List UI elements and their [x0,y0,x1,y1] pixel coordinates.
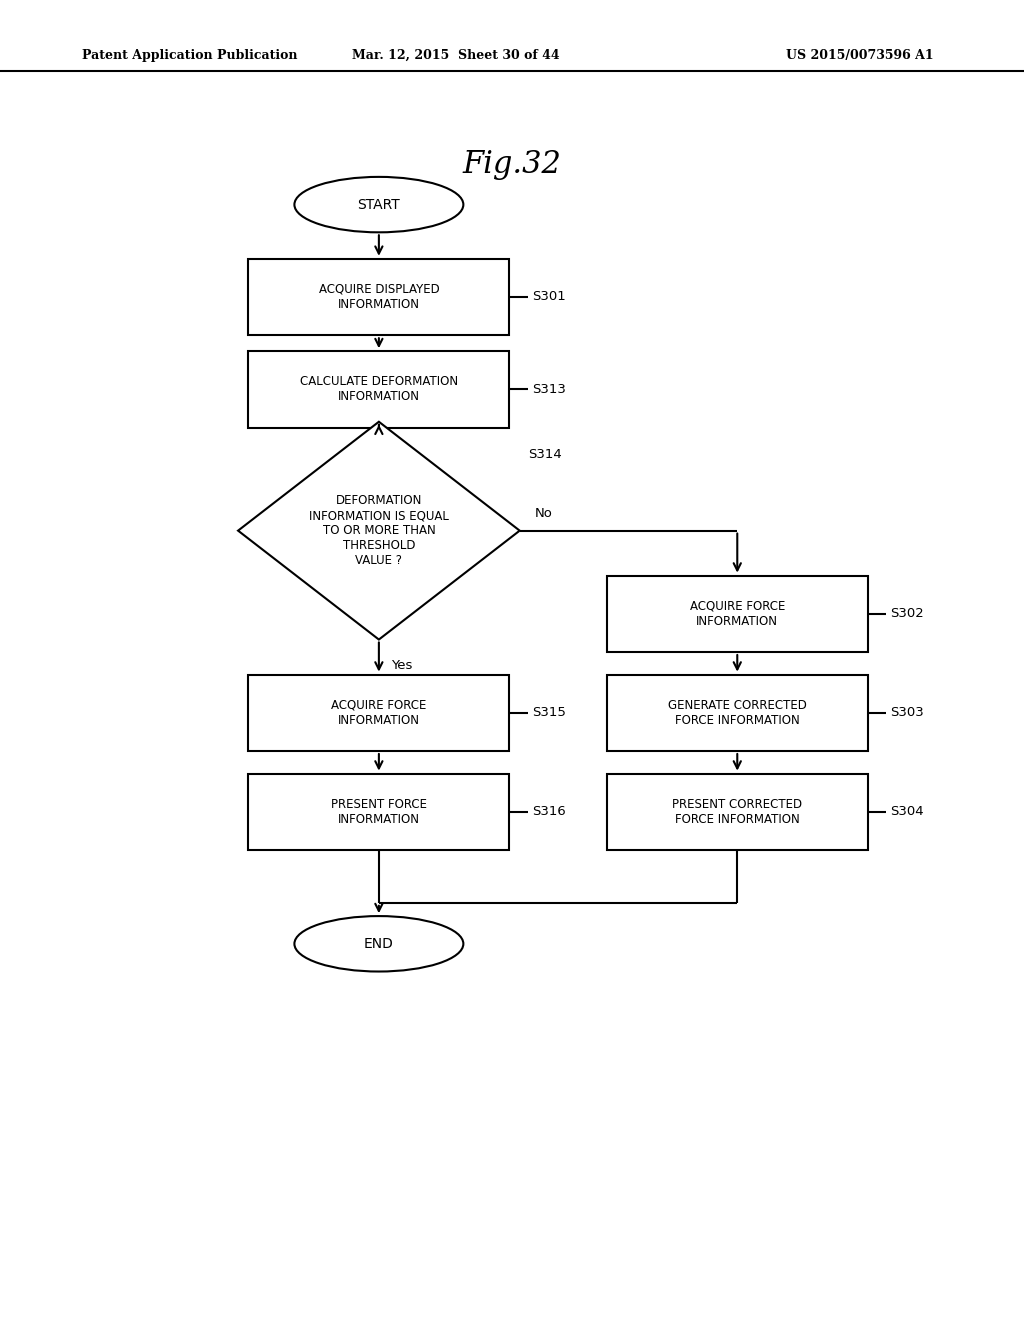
FancyBboxPatch shape [606,675,868,751]
FancyBboxPatch shape [606,774,868,850]
FancyBboxPatch shape [248,351,510,428]
Text: Yes: Yes [391,659,413,672]
Text: END: END [364,937,394,950]
Text: S316: S316 [532,805,565,818]
Polygon shape [238,422,520,640]
Text: DEFORMATION
INFORMATION IS EQUAL
TO OR MORE THAN
THRESHOLD
VALUE ?: DEFORMATION INFORMATION IS EQUAL TO OR M… [309,494,449,568]
Text: S302: S302 [890,607,924,620]
Text: CALCULATE DEFORMATION
INFORMATION: CALCULATE DEFORMATION INFORMATION [300,375,458,404]
Text: PRESENT FORCE
INFORMATION: PRESENT FORCE INFORMATION [331,797,427,826]
Ellipse shape [295,177,463,232]
Text: S304: S304 [890,805,924,818]
Text: ACQUIRE FORCE
INFORMATION: ACQUIRE FORCE INFORMATION [331,698,427,727]
FancyBboxPatch shape [248,774,510,850]
FancyBboxPatch shape [606,576,868,652]
Text: S301: S301 [532,290,565,304]
Text: S315: S315 [532,706,566,719]
Text: PRESENT CORRECTED
FORCE INFORMATION: PRESENT CORRECTED FORCE INFORMATION [672,797,803,826]
FancyBboxPatch shape [248,675,510,751]
Text: Fig.32: Fig.32 [463,149,561,181]
FancyBboxPatch shape [248,259,510,335]
Text: US 2015/0073596 A1: US 2015/0073596 A1 [786,49,934,62]
Text: No: No [536,507,553,520]
Text: GENERATE CORRECTED
FORCE INFORMATION: GENERATE CORRECTED FORCE INFORMATION [668,698,807,727]
Ellipse shape [295,916,463,972]
Text: Mar. 12, 2015  Sheet 30 of 44: Mar. 12, 2015 Sheet 30 of 44 [352,49,559,62]
Text: ACQUIRE DISPLAYED
INFORMATION: ACQUIRE DISPLAYED INFORMATION [318,282,439,312]
Text: START: START [357,198,400,211]
Text: S313: S313 [532,383,566,396]
Text: S314: S314 [528,449,561,461]
Text: ACQUIRE FORCE
INFORMATION: ACQUIRE FORCE INFORMATION [689,599,785,628]
Text: S303: S303 [890,706,924,719]
Text: Patent Application Publication: Patent Application Publication [82,49,297,62]
